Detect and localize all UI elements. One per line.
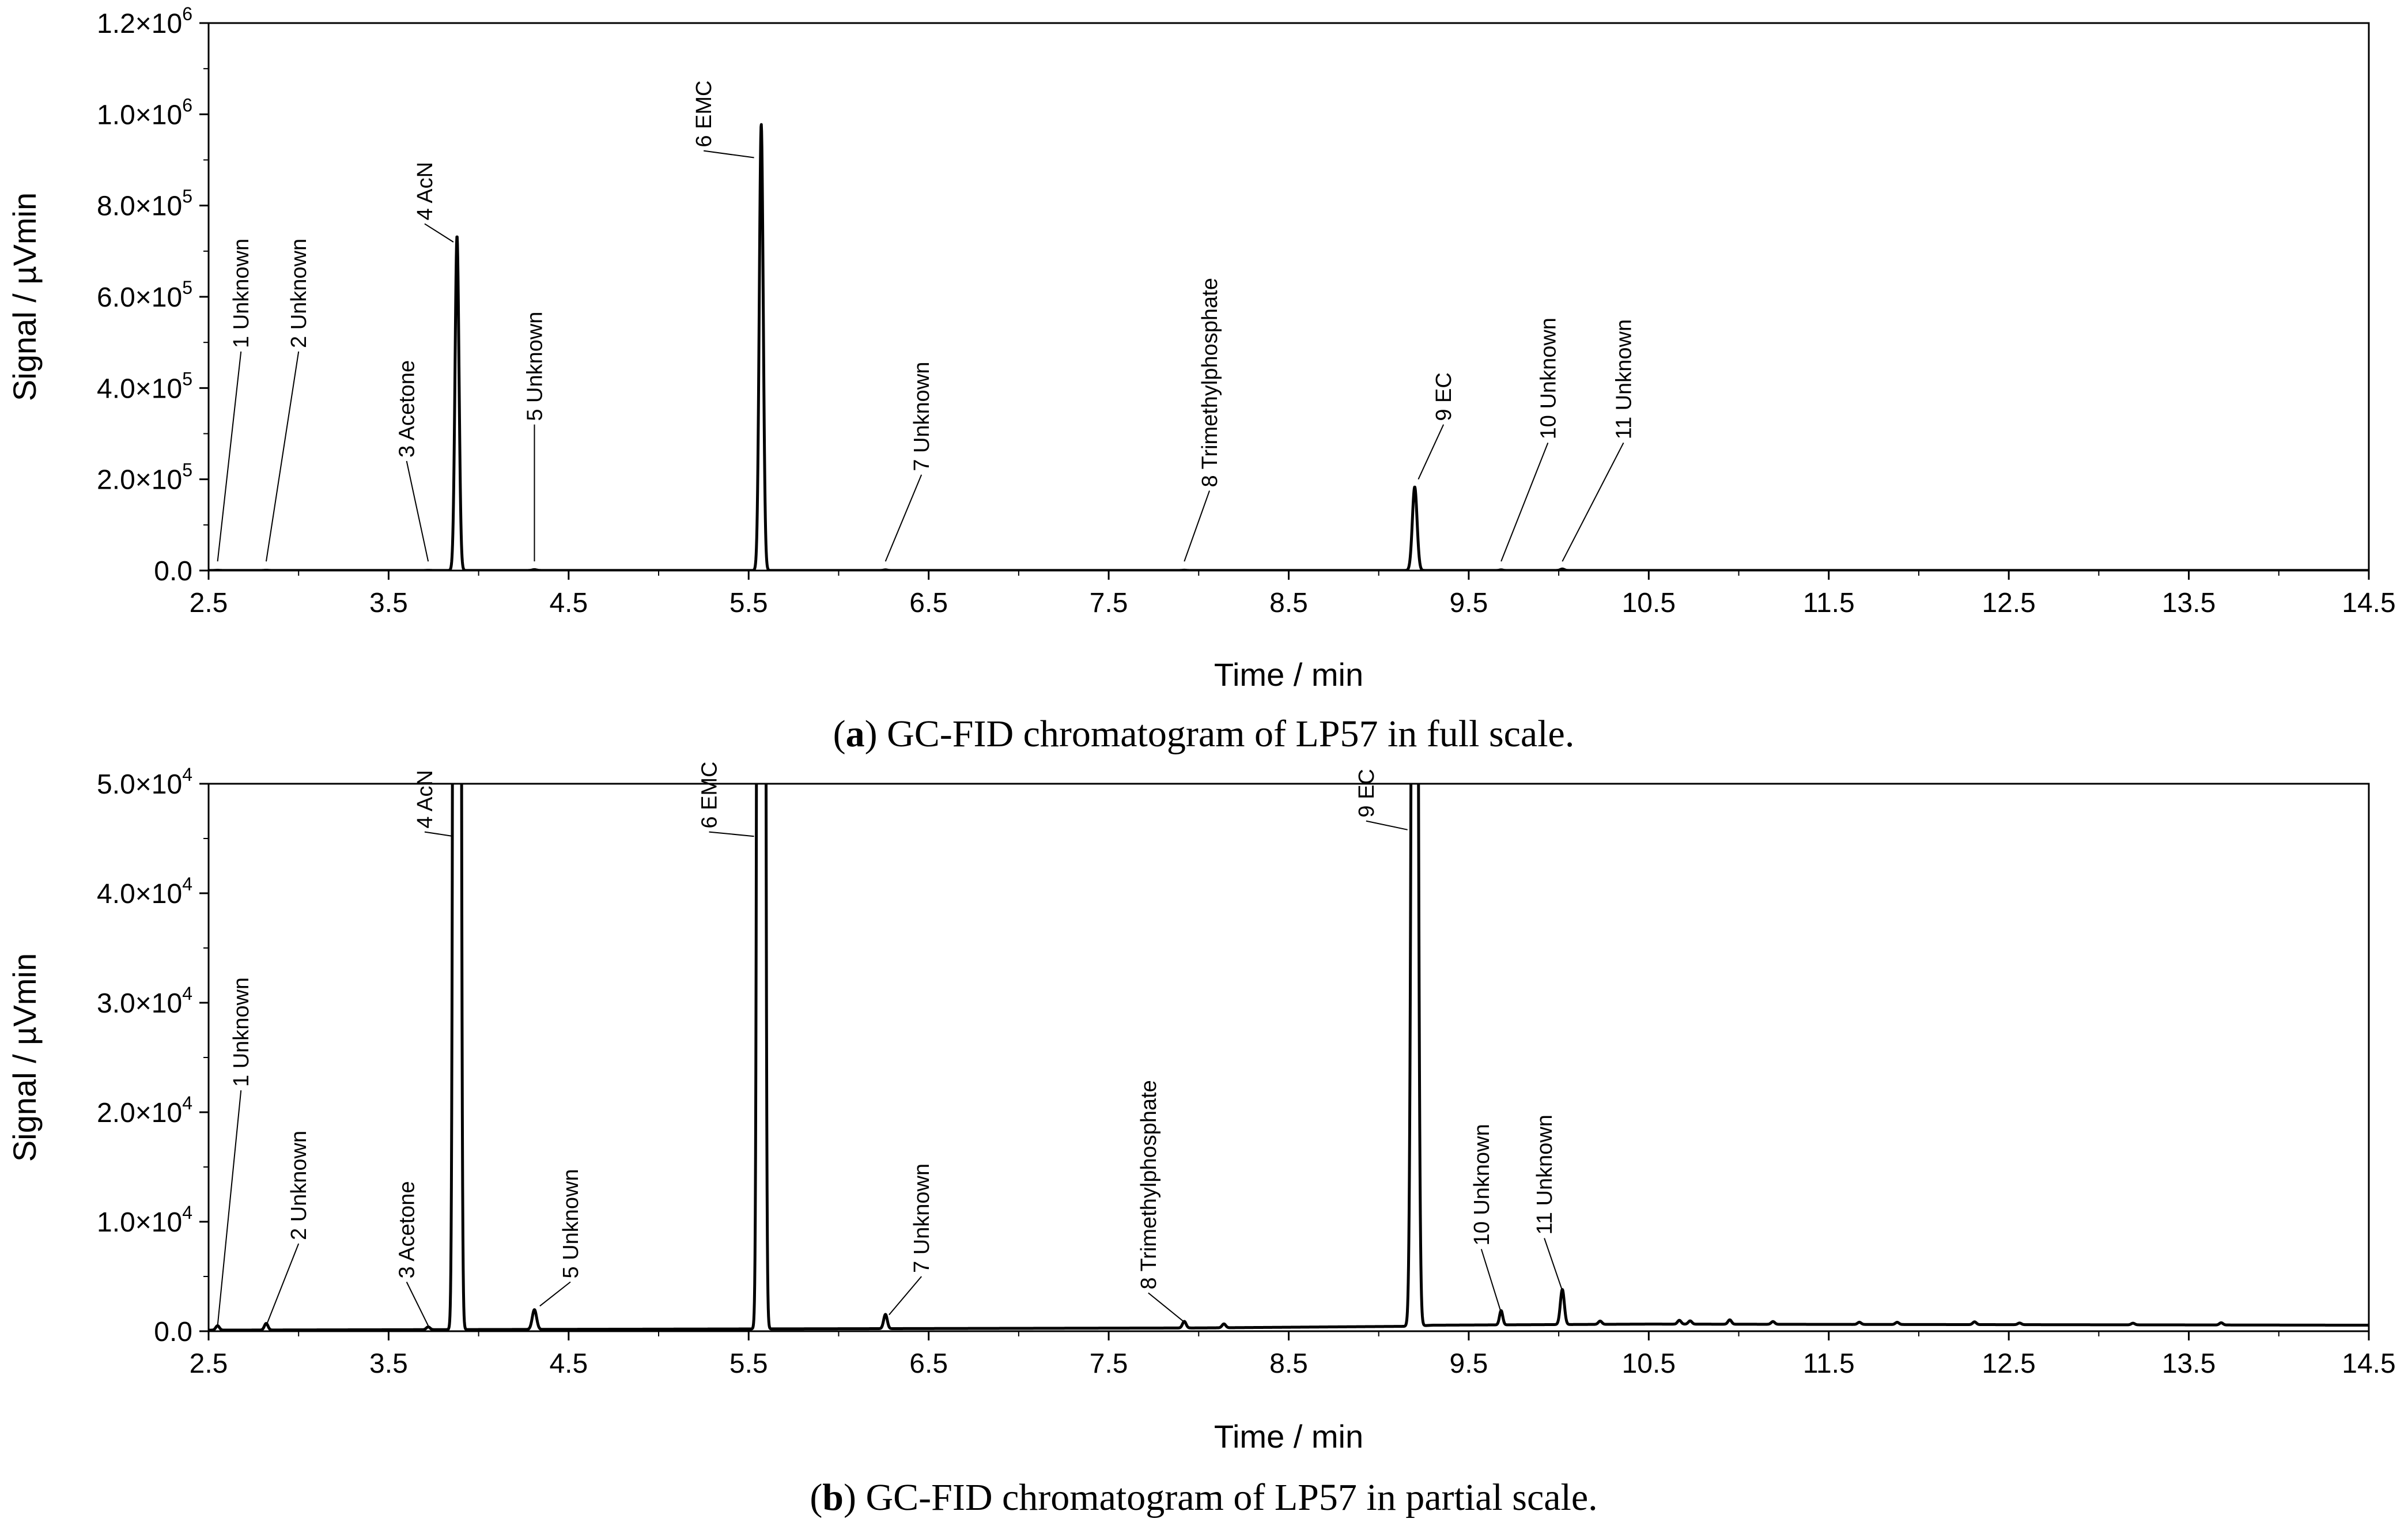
peak-label: 2 Unknown xyxy=(287,239,311,348)
x-tick-label: 3.5 xyxy=(369,588,408,618)
y-tick-label: 5.0×104 xyxy=(97,764,192,800)
x-tick-label: 9.5 xyxy=(1450,588,1488,618)
annotation-leader xyxy=(266,1243,300,1326)
peak-label: 4 AcN xyxy=(413,770,437,828)
figure-caption: (a) GC-FID chromatogram of LP57 in full … xyxy=(833,713,1575,755)
peak-label: 6 EMC xyxy=(698,761,722,828)
x-tick-label: 4.5 xyxy=(549,1349,588,1379)
figure-caption: (b) GC-FID chromatogram of LP57 in parti… xyxy=(810,1476,1597,1519)
annotation-leader xyxy=(217,1090,242,1326)
x-tick-label: 6.5 xyxy=(909,588,948,618)
annotation-leader xyxy=(1480,1249,1502,1313)
x-tick-label: 14.5 xyxy=(2342,588,2395,618)
peak-label: 11 Unknown xyxy=(1533,1115,1557,1234)
y-axis-title: Signal / µVmin xyxy=(6,192,43,401)
y-tick-label: 1.2×106 xyxy=(97,3,192,39)
annotation-leader xyxy=(1562,442,1624,562)
y-axis-title: Signal / µVmin xyxy=(6,953,43,1162)
x-tick-label: 13.5 xyxy=(2162,588,2216,618)
annotation-leader xyxy=(709,831,754,837)
y-tick-label: 6.0×105 xyxy=(97,277,192,313)
y-tick-label: 2.0×105 xyxy=(97,460,192,496)
x-tick-label: 7.5 xyxy=(1090,1349,1128,1379)
annotation-leader xyxy=(1366,820,1408,830)
annotation-leader xyxy=(884,474,923,562)
chart-panel-b: 2.5 3.5 4.5 5.5 6.5 7.5 8.5 9.5 10.5 11.5 12.5 13.5… xyxy=(6,761,2396,1519)
x-tick-label: 3.5 xyxy=(369,1349,408,1379)
x-tick-label: 10.5 xyxy=(1622,588,1676,618)
x-tick-label: 13.5 xyxy=(2162,1349,2216,1379)
x-tick-label: 5.5 xyxy=(729,1349,768,1379)
peak-label: 9 EC xyxy=(1355,769,1379,817)
x-tick-label: 7.5 xyxy=(1090,588,1128,618)
peak-label: 11 Unknown xyxy=(1612,319,1636,439)
peak-label: 3 Acetone xyxy=(395,1181,419,1278)
annotation-leader xyxy=(217,351,242,562)
x-axis-title: Time / min xyxy=(1214,656,1363,693)
annotation-leader xyxy=(539,1281,571,1307)
x-tick-label: 9.5 xyxy=(1450,1349,1488,1379)
annotation-leader xyxy=(406,460,429,562)
x-axis-title: Time / min xyxy=(1214,1418,1363,1455)
x-tick-label: 11.5 xyxy=(1803,1349,1855,1379)
annotation-leader xyxy=(889,1276,922,1316)
x-tick-label: 6.5 xyxy=(909,1349,948,1379)
y-tick-label: 1.0×104 xyxy=(97,1202,192,1238)
y-tick-label: 4.0×105 xyxy=(97,368,192,404)
plot-frame xyxy=(207,783,2370,1332)
peak-label: 9 EC xyxy=(1432,372,1456,421)
peak-label: 10 Unknown xyxy=(1536,318,1560,439)
peak-label: 5 Unknown xyxy=(523,312,547,421)
x-tick-label: 2.5 xyxy=(190,1349,228,1379)
y-tick-label: 3.0×104 xyxy=(97,983,192,1019)
y-tick-label: 4.0×104 xyxy=(97,874,192,909)
peak-label: 3 Acetone xyxy=(395,360,419,458)
annotation-leader xyxy=(1417,424,1445,480)
x-tick-label: 11.5 xyxy=(1803,588,1855,618)
annotation-leader xyxy=(424,223,454,243)
peak-label: 7 Unknown xyxy=(910,362,934,471)
x-tick-label: 8.5 xyxy=(1269,1349,1308,1379)
chromatogram-trace xyxy=(209,123,2369,571)
annotation-leader xyxy=(704,150,754,158)
y-tick-label: 1.0×106 xyxy=(97,95,192,130)
annotation-leader xyxy=(1544,1238,1563,1291)
x-tick-label: 5.5 xyxy=(729,588,768,618)
x-tick-label: 12.5 xyxy=(1982,1349,2035,1379)
x-tick-label: 10.5 xyxy=(1622,1349,1676,1379)
peak-label: 8 Trimethylphosphate xyxy=(1137,1080,1161,1289)
annotation-leader xyxy=(1148,1292,1187,1324)
peak-label: 7 Unknown xyxy=(910,1164,934,1273)
peak-label: 1 Unknown xyxy=(229,977,254,1087)
x-tick-label: 14.5 xyxy=(2342,1349,2395,1379)
peak-label: 4 AcN xyxy=(413,162,437,220)
peak-label: 5 Unknown xyxy=(559,1169,583,1278)
x-tick-label: 4.5 xyxy=(549,588,588,618)
peak-label: 2 Unknown xyxy=(287,1131,311,1240)
chromatogram-trace xyxy=(209,784,2369,1331)
annotation-leader xyxy=(1184,490,1210,562)
y-tick-label: 0.0 xyxy=(154,1317,192,1347)
peak-label: 1 Unknown xyxy=(229,239,254,348)
x-tick-label: 8.5 xyxy=(1269,588,1308,618)
annotation-leader xyxy=(265,351,300,562)
peak-label: 10 Unknown xyxy=(1470,1124,1494,1245)
peak-label: 6 EMC xyxy=(692,81,716,148)
annotation-leader xyxy=(424,831,454,837)
annotation-leader xyxy=(1500,442,1549,562)
y-tick-label: 0.0 xyxy=(154,556,192,587)
plot-frame xyxy=(207,22,2370,572)
y-tick-label: 2.0×104 xyxy=(97,1093,192,1128)
x-tick-label: 12.5 xyxy=(1982,588,2035,618)
chart-panel-a: 2.5 3.5 4.5 5.5 6.5 7.5 8.5 9.5 10.5 11.5 12.5 13.5… xyxy=(6,3,2396,755)
annotation-leader xyxy=(406,1282,429,1326)
y-tick-label: 8.0×105 xyxy=(97,186,192,222)
x-tick-label: 2.5 xyxy=(190,588,228,618)
peak-label: 8 Trimethylphosphate xyxy=(1198,278,1222,487)
